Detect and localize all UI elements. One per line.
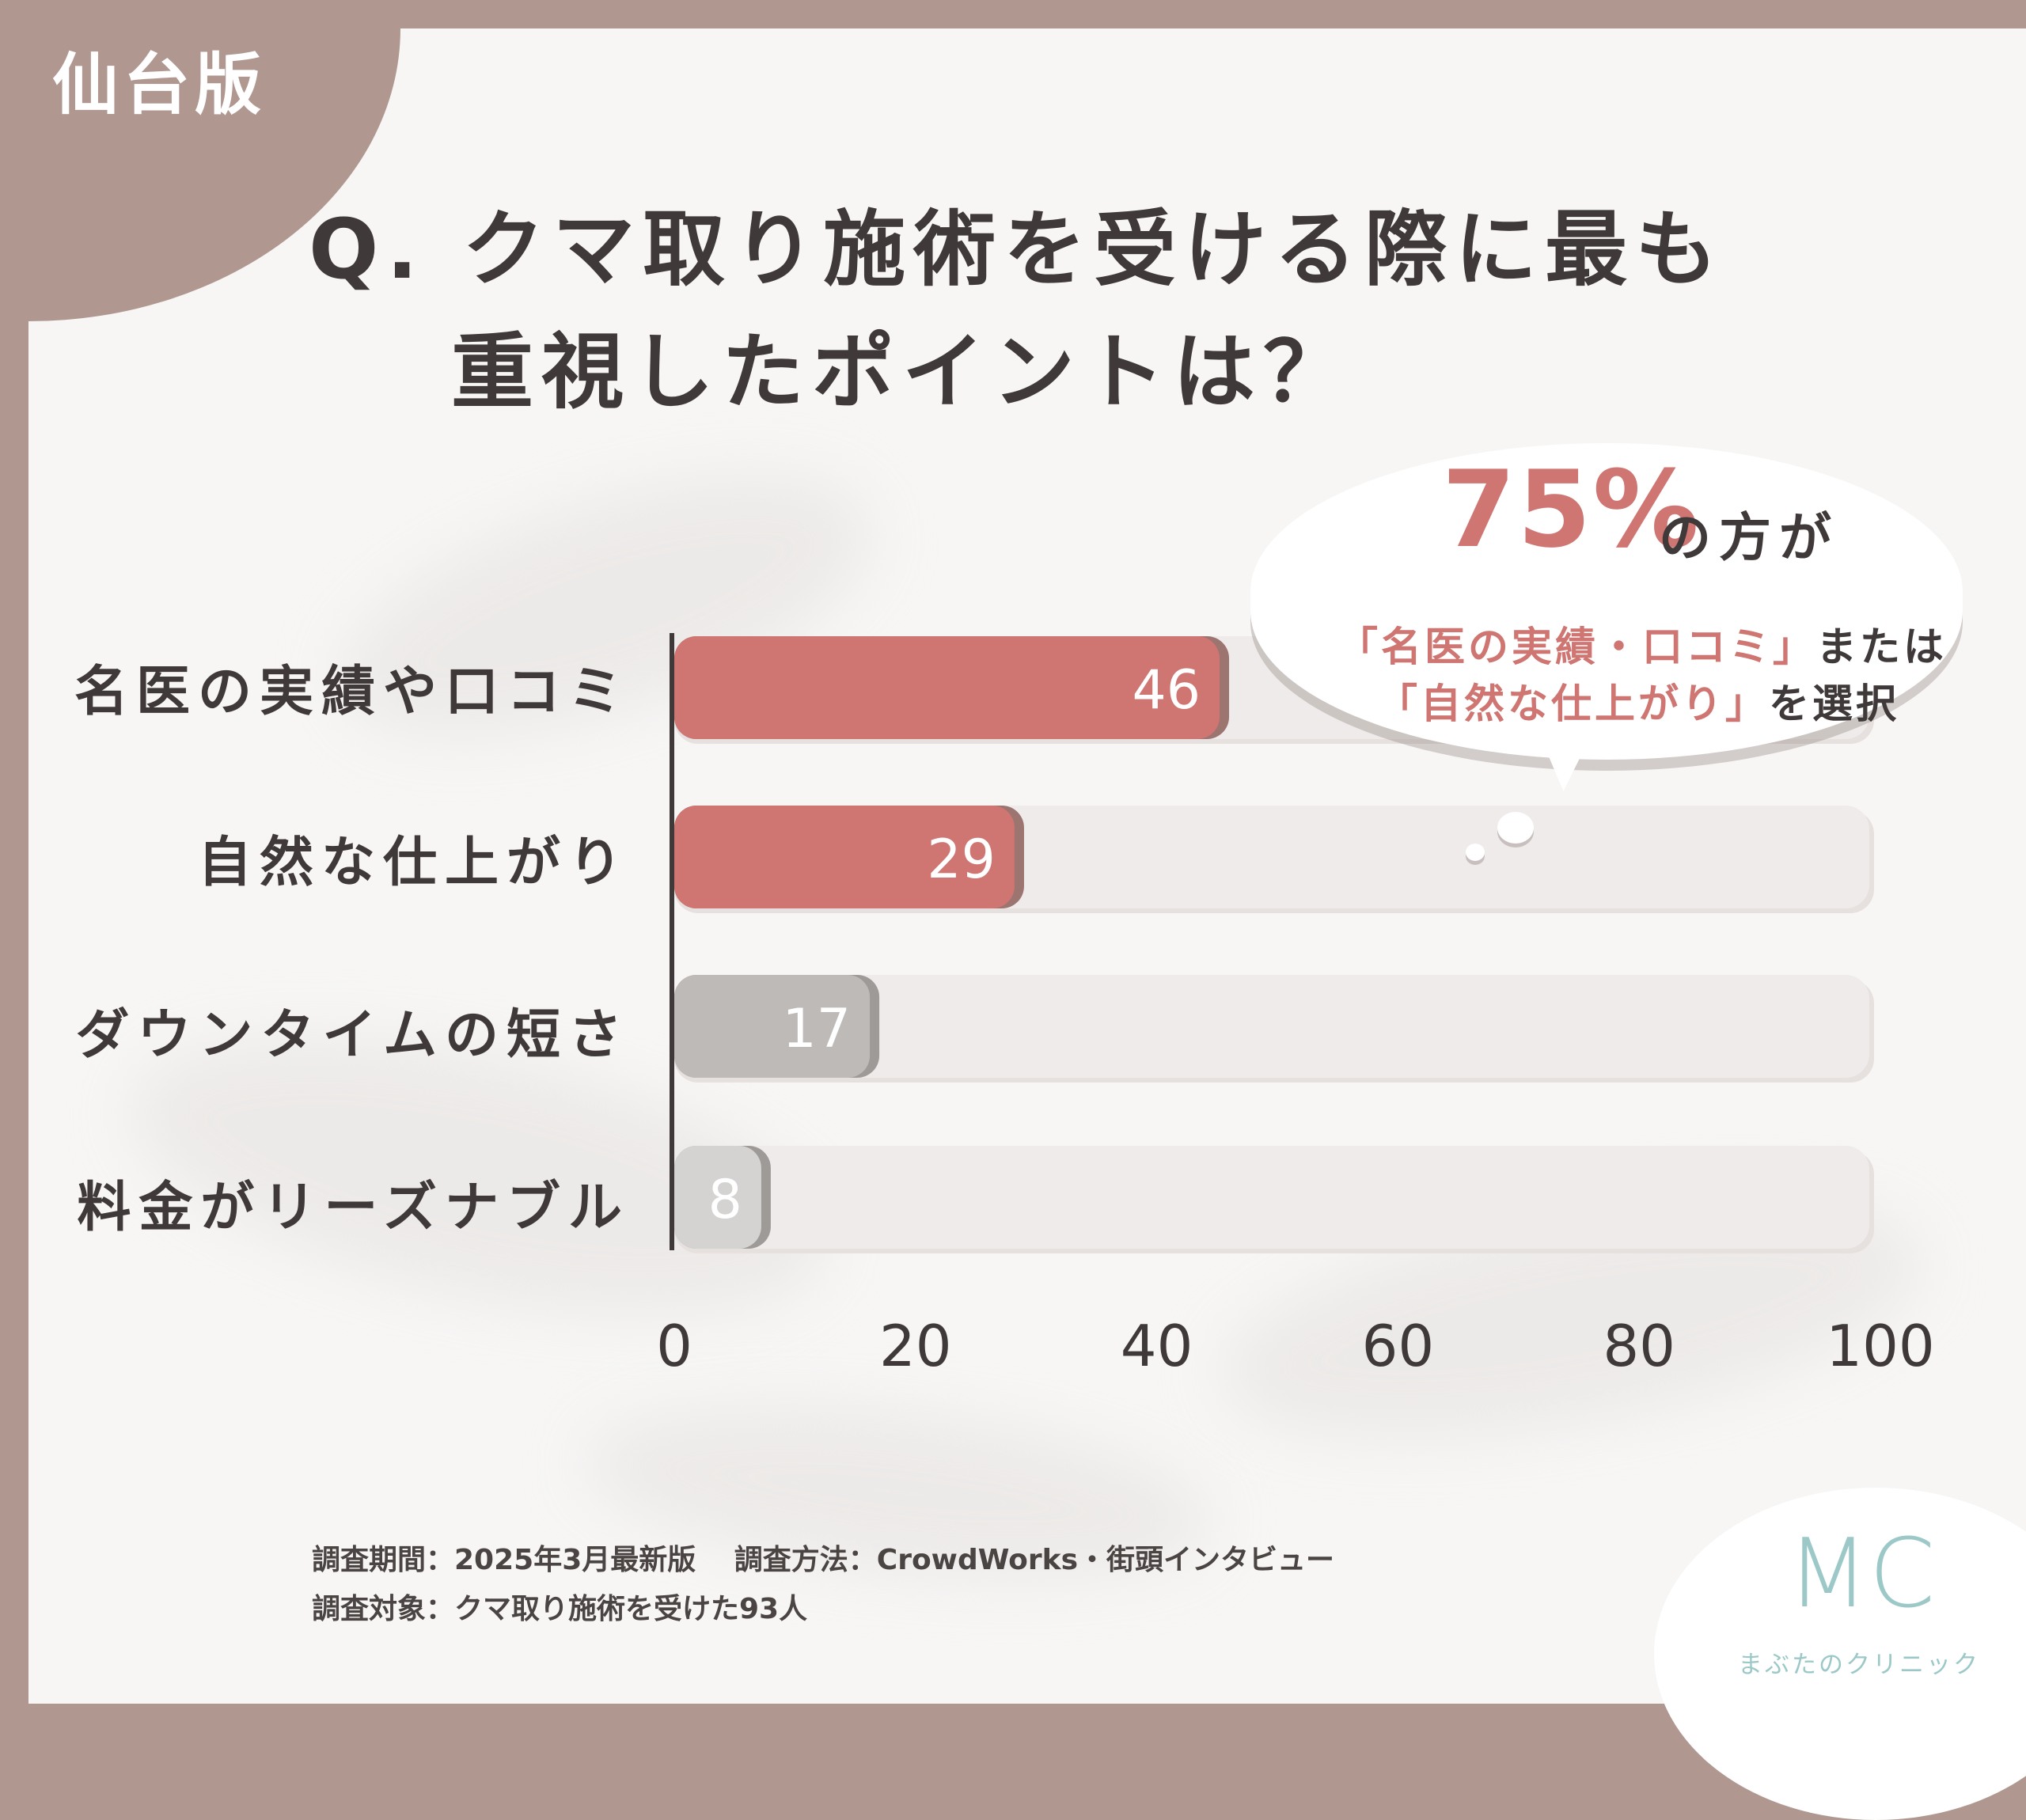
bar xyxy=(674,975,871,1078)
thought-dot xyxy=(1466,844,1485,861)
x-tick-label: 60 xyxy=(1362,1313,1435,1379)
thought-dot xyxy=(1497,812,1534,844)
bar xyxy=(674,806,1015,908)
survey-period-method: 調査期間：2025年3月最新版 調査方法：CrowdWorks・街頭インタビュー xyxy=(312,1544,1334,1576)
clinic-logo-mark: MC xyxy=(1787,1527,1935,1622)
category-label: 名医の実績や口コミ xyxy=(74,661,630,723)
edition-label: 仙台版 xyxy=(52,46,267,123)
bar-value-label: 46 xyxy=(1133,659,1201,722)
category-label: ダウンタイムの短さ xyxy=(75,1004,630,1067)
bar xyxy=(674,636,1220,739)
category-label: 自然な仕上がり xyxy=(197,832,630,894)
bar xyxy=(674,1146,761,1249)
bar-value-label: 29 xyxy=(927,828,996,891)
bar-track xyxy=(674,1146,1869,1249)
callout-quote-1: 「名医の実績・口コミ」 xyxy=(1337,624,1817,671)
callout-line-3-rest: を選択 xyxy=(1769,681,1900,728)
category-label: 料金がリーズナブル xyxy=(77,1177,630,1239)
callout-quote-2: 「自然な仕上がり」 xyxy=(1377,681,1770,728)
callout-percent: 75% xyxy=(1442,448,1701,571)
x-tick-label: 20 xyxy=(879,1313,952,1379)
callout-line-2-rest: または xyxy=(1816,624,1948,671)
y-axis-line xyxy=(670,633,674,1250)
x-tick-label: 100 xyxy=(1826,1313,1934,1379)
bar-value-label: 17 xyxy=(783,998,852,1060)
logo-mark-text: MC xyxy=(1787,1527,1935,1622)
callout-bubble xyxy=(1250,443,1963,760)
question-title-line-2: 重視したポイントは？ xyxy=(451,324,1354,420)
clinic-name: まぶたのクリニック xyxy=(1738,1651,1980,1679)
survey-target: 調査対象：クマ取り施術を受けた93人 xyxy=(312,1593,808,1625)
bar-track xyxy=(674,975,1869,1078)
callout-line-2: 「名医の実績・口コミ」または xyxy=(1337,614,1947,673)
question-title-line-1: Q. クマ取り施術を受ける際に最も xyxy=(309,201,1726,298)
callout-line-3: 「自然な仕上がり」を選択 xyxy=(1377,671,1899,730)
x-tick-label: 0 xyxy=(656,1313,692,1379)
x-tick-label: 80 xyxy=(1603,1313,1675,1379)
callout-suffix: の方が xyxy=(1659,507,1839,568)
bar-value-label: 8 xyxy=(708,1169,742,1231)
x-tick-label: 40 xyxy=(1121,1313,1193,1379)
